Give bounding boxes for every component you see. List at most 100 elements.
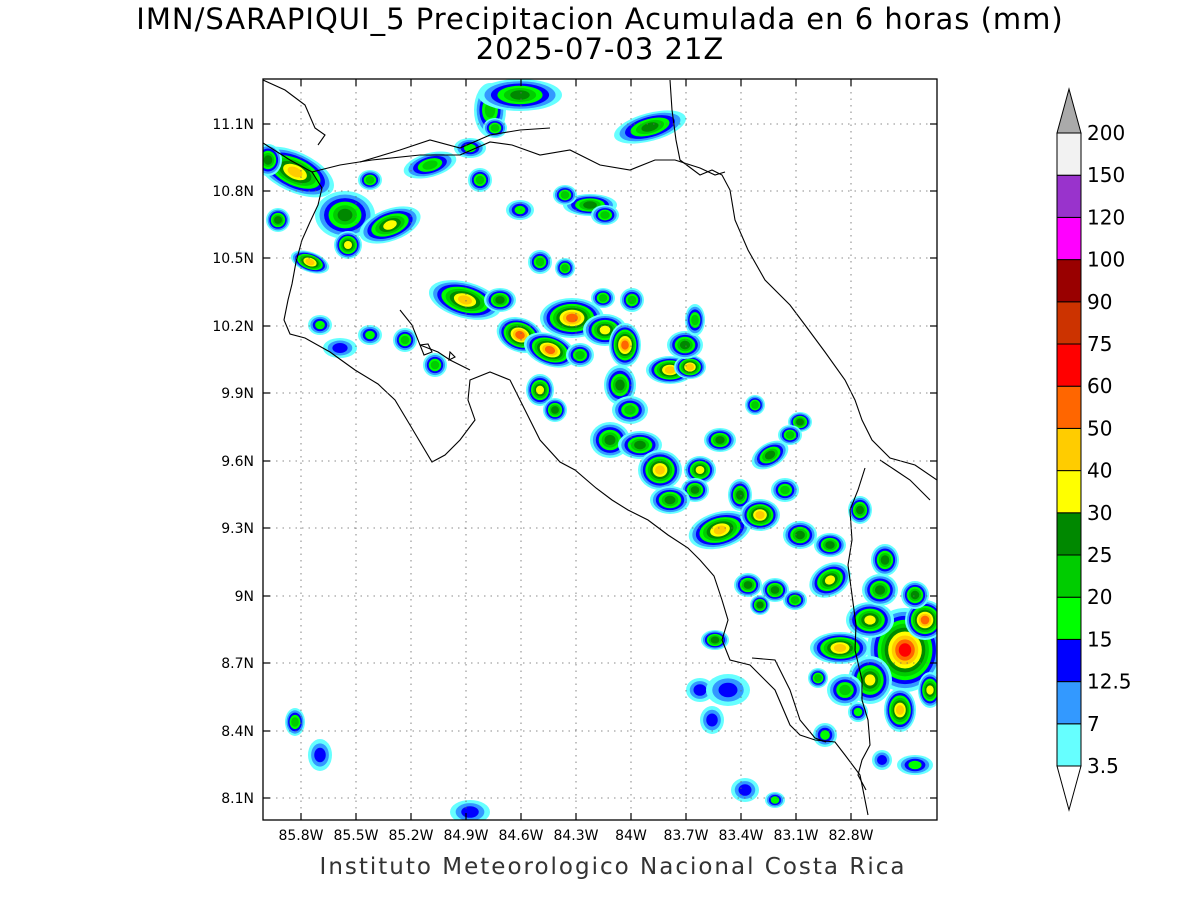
colorbar-swatch: [1056, 681, 1082, 725]
precip-cell: [700, 706, 724, 734]
precip-cell: [905, 600, 937, 640]
lake-nicaragua-east-shore: [359, 127, 551, 163]
precip-contour: [600, 211, 610, 219]
colorbar-swatch: [1056, 427, 1082, 472]
precip-cell: [308, 315, 332, 335]
colorbar-swatch: [1056, 259, 1082, 303]
precip-contour: [458, 295, 472, 305]
precip-cell: [848, 702, 868, 722]
precip-contour: [679, 340, 691, 350]
precip-contour: [751, 401, 759, 409]
precip-cell: [871, 544, 899, 576]
precip-cell: [809, 562, 851, 598]
lat-tick-label: 8.7N: [221, 656, 254, 672]
precip-cell: [686, 678, 714, 702]
colorbar-swatch: [1056, 132, 1082, 176]
precip-contour: [820, 730, 830, 740]
precip-contour: [422, 160, 438, 170]
precip-cell: [813, 723, 837, 747]
colorbar-swatch: [1056, 343, 1082, 387]
panama-coast-segment: [879, 459, 931, 501]
precip-contour: [926, 685, 934, 695]
lon-tick-label: 85.2W: [388, 828, 433, 844]
precip-contour: [621, 340, 629, 350]
precip-contour: [785, 431, 795, 439]
colorbar-swatch: [1056, 554, 1082, 598]
precip-cell: [423, 353, 447, 377]
lat-tick-label: 11.1N: [212, 117, 254, 133]
precip-contour: [756, 601, 764, 609]
osa-peninsula: [751, 657, 827, 743]
precip-cell: [728, 479, 752, 511]
precip-contour: [561, 264, 569, 272]
colorbar-label: 100: [1087, 248, 1125, 272]
footer-credit: Instituto Meteorologico Nacional Costa R…: [319, 854, 907, 880]
precip-contour: [515, 330, 525, 340]
caribbean-coastline: [669, 79, 937, 481]
coastlines-and-borders: [263, 79, 937, 816]
precip-contour: [575, 350, 585, 360]
colorbar-label: 60: [1087, 374, 1112, 398]
plot-frame: [262, 78, 938, 821]
precip-contour: [400, 335, 410, 345]
precip-contour: [627, 295, 637, 305]
precip-contour: [332, 343, 348, 353]
precip-cell: [468, 168, 492, 192]
precip-contour: [624, 405, 636, 415]
precip-cell: [454, 138, 486, 158]
precip-cell: [814, 533, 846, 557]
precip-cell: [701, 630, 729, 650]
precip-contour: [695, 466, 705, 474]
precip-cell: [583, 314, 627, 346]
colorbar-swatch: [1056, 512, 1082, 556]
precip-cell: [620, 288, 644, 312]
precip-cell: [428, 280, 502, 320]
precip-cell: [334, 231, 362, 259]
precip-cell: [638, 450, 682, 490]
precip-contour: [864, 674, 876, 686]
precip-contour: [344, 241, 352, 249]
lat-tick-label: 9.3N: [221, 521, 254, 537]
precip-contour: [664, 366, 676, 374]
colorbar-swatch: [1056, 596, 1082, 640]
colorbar-swatch: [1056, 723, 1082, 767]
precip-contour: [770, 586, 780, 594]
colorbar-swatch: [1056, 385, 1082, 429]
precip-cell: [263, 144, 282, 176]
precip-cell: [731, 778, 759, 802]
precip-cell: [783, 590, 807, 610]
precip-contour: [263, 155, 273, 165]
precip-cell: [315, 191, 375, 239]
colorbar-label: 50: [1087, 416, 1112, 440]
precip-contour: [796, 418, 804, 426]
precip-contour: [825, 541, 835, 549]
precip-contour: [535, 257, 545, 267]
precip-contour: [365, 176, 375, 184]
precip-contour: [305, 258, 315, 266]
precip-contour: [490, 124, 500, 132]
precip-contour: [655, 465, 665, 475]
latitude-axis: 11.1N 10.8N 10.5N 10.2N 9.9N 9.6N 9.3N 9N 8.7N 8.…: [212, 117, 937, 807]
colorbar-swatch: [1056, 638, 1082, 683]
precip-contour: [383, 220, 397, 230]
precip-contour: [510, 90, 530, 100]
precip-contour: [715, 436, 725, 444]
precip-contour: [430, 360, 440, 370]
precip-contour: [551, 406, 559, 414]
precip-contour: [898, 643, 912, 657]
islet: [419, 343, 433, 356]
precip-cell: [684, 456, 716, 484]
precip-cell: [771, 478, 799, 502]
precip-contour: [566, 313, 578, 323]
precip-contour: [604, 434, 616, 446]
precip-cell: [706, 674, 750, 706]
precip-cell: [688, 510, 752, 550]
precip-cell: [358, 325, 382, 345]
precip-cell: [667, 331, 703, 359]
precip-cell: [778, 425, 802, 445]
precip-contour: [710, 636, 720, 644]
precip-contour: [315, 320, 325, 330]
colorbar-label: 3.5: [1087, 754, 1119, 778]
precip-cell: [808, 668, 828, 688]
